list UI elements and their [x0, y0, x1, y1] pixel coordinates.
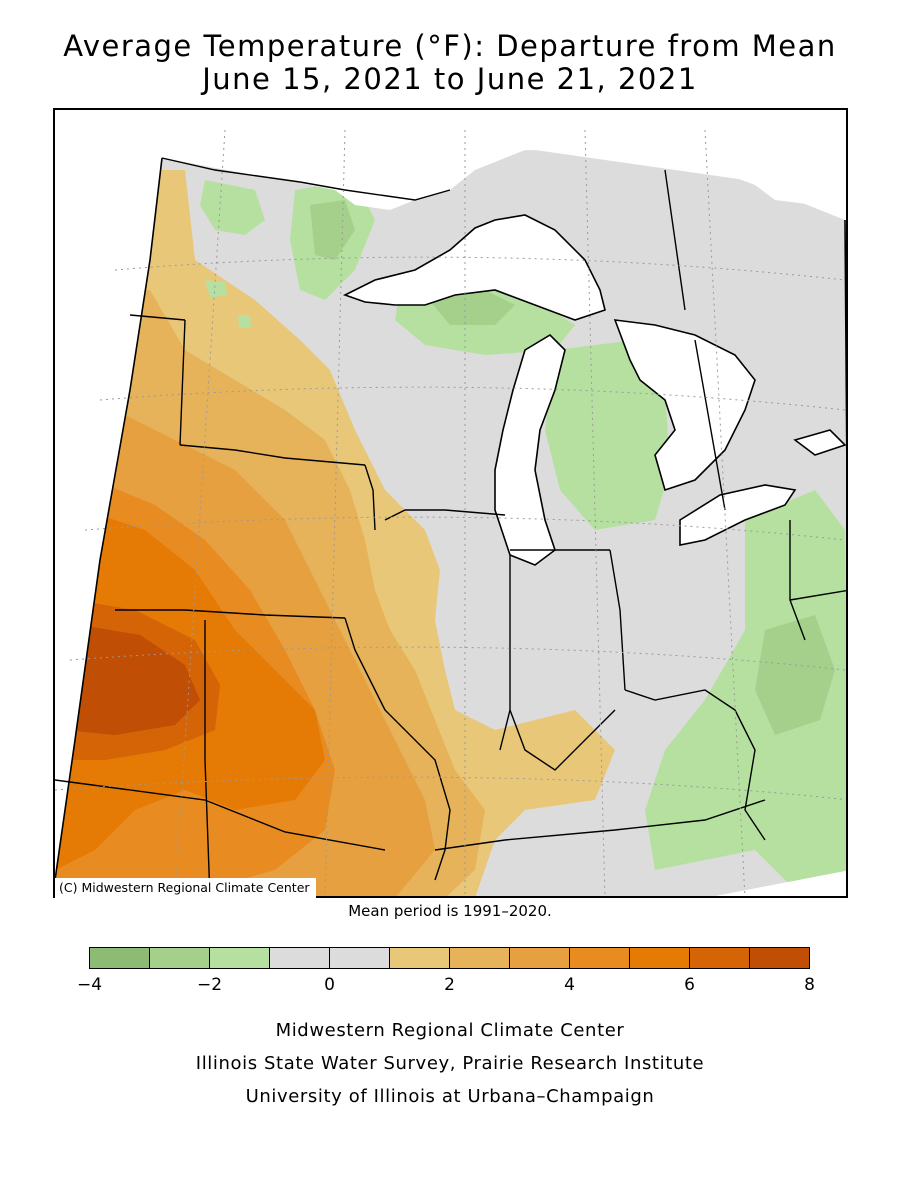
credit-line-3: University of Illinois at Urbana–Champai… — [245, 1086, 655, 1107]
legend-swatch — [209, 947, 270, 969]
lake-ontario — [793, 429, 846, 456]
map-copyright: (C) Midwestern Regional Climate Center — [55, 878, 316, 898]
legend-swatch — [509, 947, 570, 969]
legend-swatch — [449, 947, 510, 969]
legend-tick-label: 4 — [564, 975, 575, 995]
map-panel — [53, 108, 848, 898]
legend-tick-label: 0 — [324, 975, 335, 995]
great-lakes — [342, 214, 846, 566]
legend-tick-label: −4 — [76, 975, 103, 995]
legend-tick-label: 2 — [444, 975, 455, 995]
legend-swatch — [689, 947, 750, 969]
legend-swatch — [569, 947, 630, 969]
legend-tick-label: 6 — [684, 975, 695, 995]
legend-swatch — [89, 947, 150, 969]
legend-tick-label: −2 — [196, 975, 223, 995]
legend-tick-label: 8 — [804, 975, 815, 995]
mean-period-note: Mean period is 1991–2020. — [348, 902, 552, 920]
credit-line-2: Illinois State Water Survey, Prairie Res… — [195, 1053, 705, 1074]
legend-swatch — [269, 947, 330, 969]
map-title: Average Temperature (°F): Departure from… — [63, 29, 837, 63]
shaded-contours — [55, 170, 846, 896]
lake-superior — [342, 214, 606, 321]
legend-swatch — [389, 947, 450, 969]
state-boundaries — [55, 157, 846, 896]
credit-line-1: Midwestern Regional Climate Center — [275, 1020, 625, 1041]
legend-swatch — [149, 947, 210, 969]
temperature-departure-map — [55, 110, 846, 896]
legend-swatch — [329, 947, 390, 969]
lake-huron — [613, 319, 756, 492]
graticule — [55, 129, 846, 896]
legend-swatch — [629, 947, 690, 969]
map-date-range: June 15, 2021 to June 21, 2021 — [202, 62, 698, 96]
lake-erie — [679, 484, 797, 546]
color-scale-legend — [89, 947, 810, 969]
legend-swatch — [749, 947, 810, 969]
